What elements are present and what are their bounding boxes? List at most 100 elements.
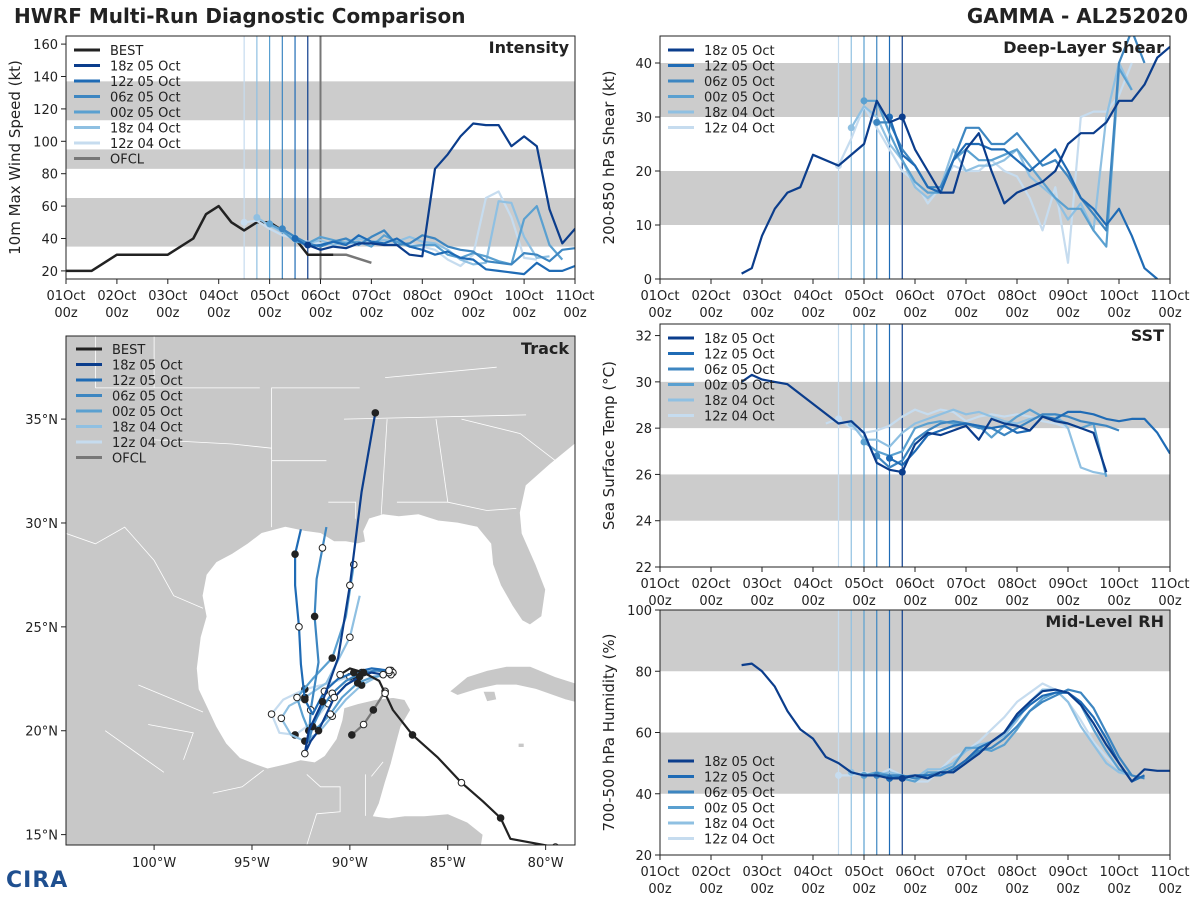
track-legend-label: 00z 05 Oct — [112, 405, 183, 420]
map-border-4 — [380, 419, 388, 515]
track-xtick-label: 100°W — [132, 856, 176, 871]
rh-xtick-label-top: 07Oct — [946, 865, 985, 880]
intensity-legend-label: 18z 05 Oct — [110, 60, 181, 75]
intensity-ytick-label: 120 — [33, 103, 58, 118]
storm-name: GAMMA - AL252020 — [966, 4, 1188, 28]
rh-ytick-label: 20 — [635, 849, 652, 864]
rh-band-1 — [660, 610, 1170, 672]
intensity-xtick-label-bottom: 00z — [360, 306, 384, 321]
intensity-xtick-label-top: 05Oct — [250, 289, 289, 304]
track-ytick-label: 25°N — [25, 621, 58, 636]
intensity-best-line — [66, 204, 334, 273]
sst-xtick-label-bottom: 00z — [801, 594, 825, 609]
shear-series-4 — [850, 61, 1133, 232]
shear-xtick-label-bottom: 00z — [1158, 306, 1182, 321]
rh-ylabel: 700-500 hPa Humidity (%) — [600, 633, 618, 831]
shear-band-0 — [660, 171, 1170, 225]
track-series-3-point — [353, 679, 362, 687]
shear-xtick-label-top: 10Oct — [1099, 289, 1138, 304]
sst-legend-label: 12z 04 Oct — [704, 410, 775, 425]
rh-lines — [741, 662, 1170, 783]
intensity-xtick-label-bottom: 00z — [563, 306, 587, 321]
track-best-point — [457, 778, 466, 787]
shear-xtick-label-bottom: 00z — [1107, 306, 1131, 321]
map-border-14 — [154, 439, 272, 449]
intensity-xtick-label-top: 03Oct — [148, 289, 187, 304]
track-best-point — [381, 689, 389, 698]
shear-xtick-label-bottom: 00z — [954, 306, 978, 321]
sst-init-dot-5 — [835, 415, 842, 423]
map-land-3 — [517, 742, 525, 748]
intensity-xtick-label-top: 01Oct — [46, 289, 85, 304]
intensity-xtick-label-top: 09Oct — [454, 289, 493, 304]
track-best-point — [336, 670, 344, 679]
intensity-series-3 — [269, 205, 564, 266]
shear-xtick-label-top: 01Oct — [640, 289, 679, 304]
shear-xtick-label-bottom: 00z — [1056, 306, 1080, 321]
intensity-xtick-label-top: 02Oct — [97, 289, 136, 304]
rh-ytick-label: 60 — [635, 727, 652, 742]
sst-init-dot-0 — [898, 468, 906, 476]
shear-title: Deep-Layer Shear — [1003, 38, 1164, 57]
sst-xtick-label-top: 10Oct — [1099, 577, 1138, 592]
track-legend-label: 18z 05 Oct — [112, 359, 183, 374]
rh-xtick-label-top: 04Oct — [793, 865, 832, 880]
track-series-0-point — [318, 697, 327, 706]
track-series-0-point — [314, 726, 323, 735]
rh-xtick-label-top: 10Oct — [1099, 865, 1138, 880]
shear-xtick-label-bottom: 00z — [648, 306, 672, 321]
track-ytick-label: 35°N — [25, 413, 58, 428]
sst-xtick-label-bottom: 00z — [954, 594, 978, 609]
sst-xtick-label-top: 04Oct — [793, 577, 832, 592]
track-series-3-point — [328, 654, 337, 662]
sst-xtick-label-top: 03Oct — [742, 577, 781, 592]
rh-xtick-label-top: 02Oct — [691, 865, 730, 880]
shear-series-1 — [888, 116, 1159, 279]
figure-title: HWRF Multi-Run Diagnostic Comparison — [14, 4, 466, 28]
map-border-8 — [385, 366, 497, 378]
intensity-legend-label: BEST — [110, 44, 143, 59]
intensity-xtick-label-top: 06Oct — [301, 289, 340, 304]
rh-legend-label: 12z 04 Oct — [704, 833, 775, 848]
shear-legend-label: 12z 05 Oct — [704, 60, 775, 75]
track-frame — [65, 335, 576, 846]
track-title: Track — [521, 339, 569, 358]
track-series-0-line — [303, 412, 384, 755]
shear-legend-label: 06z 05 Oct — [704, 75, 775, 90]
map-border-5 — [435, 419, 449, 503]
intensity-legend-label: 12z 05 Oct — [110, 75, 181, 90]
sst-xtick-label-top: 06Oct — [895, 577, 934, 592]
rh-xtick-label-bottom: 00z — [1158, 882, 1182, 897]
intensity-xtick-label-top: 11Oct — [555, 289, 594, 304]
track-ytick-label: 30°N — [25, 517, 58, 532]
sst-ytick-label: 26 — [635, 468, 652, 483]
track-legend-label: OFCL — [112, 452, 147, 467]
map-border-6 — [396, 501, 517, 511]
track-map — [66, 336, 575, 845]
rh-series-3 — [863, 691, 1133, 783]
map-land-1 — [448, 665, 575, 703]
shear-xtick-label-bottom: 00z — [699, 306, 723, 321]
intensity-series-1 — [294, 234, 575, 276]
intensity-xtick-label-bottom: 00z — [512, 306, 536, 321]
intensity-legend-label: 06z 05 Oct — [110, 91, 181, 106]
sst-ytick-label: 32 — [635, 330, 652, 345]
track-ofcl-line — [351, 690, 387, 736]
rh-xtick-label-top: 05Oct — [844, 865, 883, 880]
track-series-4-point — [346, 633, 354, 642]
rh-init-dot-5 — [835, 771, 842, 779]
rh-series-0 — [741, 662, 1170, 783]
sst-ytick-label: 30 — [635, 376, 652, 391]
shear-init-dot-3 — [860, 97, 868, 105]
rh-xtick-label-bottom: 00z — [750, 882, 774, 897]
sst-series-5 — [825, 408, 1069, 434]
intensity-xtick-label-bottom: 00z — [156, 306, 180, 321]
intensity-title: Intensity — [489, 38, 570, 57]
shear-xtick-label-top: 08Oct — [997, 289, 1036, 304]
sst-legend-label: 00z 05 Oct — [704, 379, 775, 394]
intensity-panel: 20 40 60 80 100 120 140 160 01Oct 00z 02Oct 00z 03Oc… — [6, 35, 595, 321]
intensity-xtick-label-top: 07Oct — [352, 289, 391, 304]
